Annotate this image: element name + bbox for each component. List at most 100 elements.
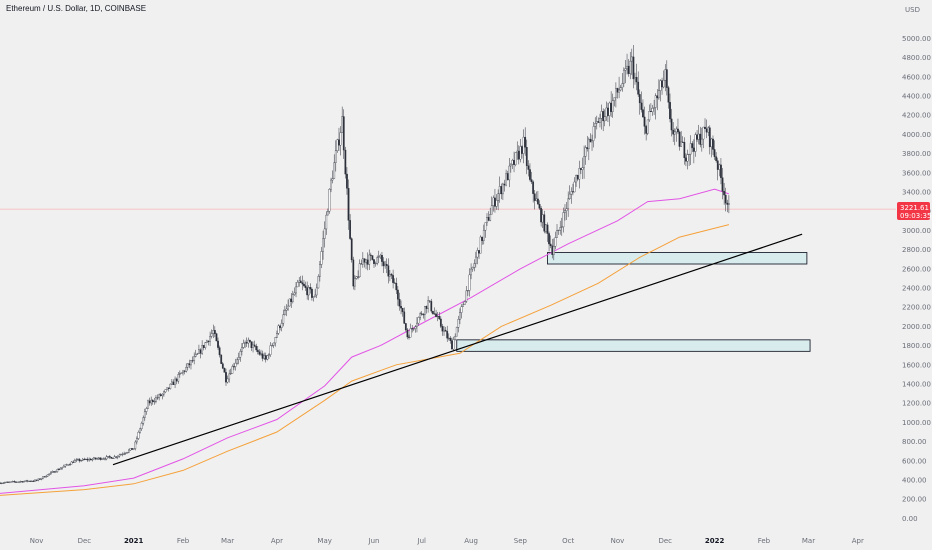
candle — [357, 270, 359, 280]
candle-body-down — [250, 341, 253, 348]
candle — [131, 448, 133, 450]
candle-body-up — [465, 290, 468, 302]
candle — [142, 415, 145, 426]
candle-body-up — [622, 69, 625, 84]
candle — [65, 463, 68, 466]
candle-body-up — [236, 359, 239, 364]
candle-body-down — [159, 394, 162, 397]
candle-body-up — [374, 263, 377, 265]
candle-body-down — [15, 481, 17, 483]
candle — [338, 127, 340, 151]
y-tick-label: 1800.00 — [902, 342, 931, 350]
candle-body-down — [303, 283, 305, 286]
candle — [637, 71, 640, 97]
candle-body-down — [347, 188, 350, 221]
candle-body-down — [607, 107, 609, 116]
candle — [616, 87, 619, 99]
candle — [319, 260, 321, 282]
candle-body-up — [319, 264, 321, 277]
candle — [134, 440, 137, 451]
candle — [285, 304, 288, 317]
candle — [260, 349, 262, 356]
price-scale-background[interactable] — [896, 0, 932, 528]
candle — [441, 323, 444, 336]
candle — [621, 73, 624, 92]
candle — [451, 337, 453, 350]
candle — [339, 126, 342, 156]
candle-body-up — [206, 340, 208, 343]
candle-body-down — [225, 372, 227, 383]
candle-body-up — [182, 370, 184, 374]
candle — [449, 336, 452, 344]
candle — [650, 103, 652, 112]
candle — [490, 196, 493, 215]
candle — [457, 315, 460, 333]
candle-body-up — [75, 459, 78, 461]
candle-body-up — [105, 456, 108, 460]
candle-body-up — [452, 339, 455, 350]
candle — [467, 290, 469, 296]
candle — [447, 333, 450, 341]
candle — [358, 259, 361, 278]
candle-body-up — [489, 214, 492, 221]
candle-body-up — [468, 274, 471, 291]
candle-body-up — [490, 205, 493, 215]
candle-body-down — [441, 326, 444, 332]
candle-body-up — [710, 138, 713, 148]
candle — [572, 183, 574, 196]
candle-body-up — [73, 460, 76, 463]
candle — [291, 290, 294, 304]
candle — [53, 471, 55, 473]
candle-body-up — [161, 393, 164, 397]
candle-body-up — [541, 214, 544, 223]
candle-body-up — [65, 464, 68, 466]
candle — [382, 257, 385, 273]
candle-body-up — [454, 336, 457, 340]
candle — [159, 393, 162, 397]
y-tick-label: 3400.00 — [902, 189, 931, 197]
candle — [245, 337, 248, 347]
candle-body-up — [91, 458, 94, 461]
candle-body-up — [178, 373, 181, 375]
candle — [110, 456, 113, 459]
candle — [355, 276, 358, 280]
candle-body-up — [697, 133, 700, 140]
candle — [627, 59, 630, 77]
candle — [218, 345, 221, 358]
candle — [298, 277, 301, 287]
candle — [506, 170, 509, 181]
candle — [174, 376, 176, 389]
candle-body-up — [27, 480, 30, 482]
time-scale-background[interactable] — [0, 528, 896, 550]
candle — [478, 250, 480, 259]
candle — [377, 250, 380, 264]
candle-body-down — [396, 289, 399, 300]
candle-body-up — [163, 391, 165, 395]
candle-body-up — [228, 373, 231, 380]
candle-body-up — [177, 374, 180, 382]
candle — [479, 235, 482, 254]
candle-body-up — [608, 102, 611, 116]
candle-body-up — [568, 193, 571, 200]
candle-body-up — [64, 464, 67, 467]
candle-body-down — [726, 202, 729, 205]
candle-body-up — [30, 480, 33, 482]
candle-body-up — [201, 345, 203, 354]
candle-body-up — [358, 263, 361, 278]
candle — [58, 467, 60, 471]
candle-body-down — [548, 233, 550, 245]
candle-body-up — [45, 476, 48, 478]
candle — [322, 230, 324, 260]
y-tick-label: 800.00 — [902, 438, 927, 446]
candle — [330, 177, 332, 193]
candle-body-up — [210, 333, 213, 337]
candle-body-down — [306, 287, 309, 296]
candle-body-down — [586, 147, 589, 149]
x-tick-label: Jul — [417, 537, 427, 545]
candle — [314, 289, 316, 298]
candle — [678, 130, 681, 151]
candle — [592, 121, 595, 148]
candle — [656, 89, 659, 111]
candle-body-up — [283, 310, 286, 315]
